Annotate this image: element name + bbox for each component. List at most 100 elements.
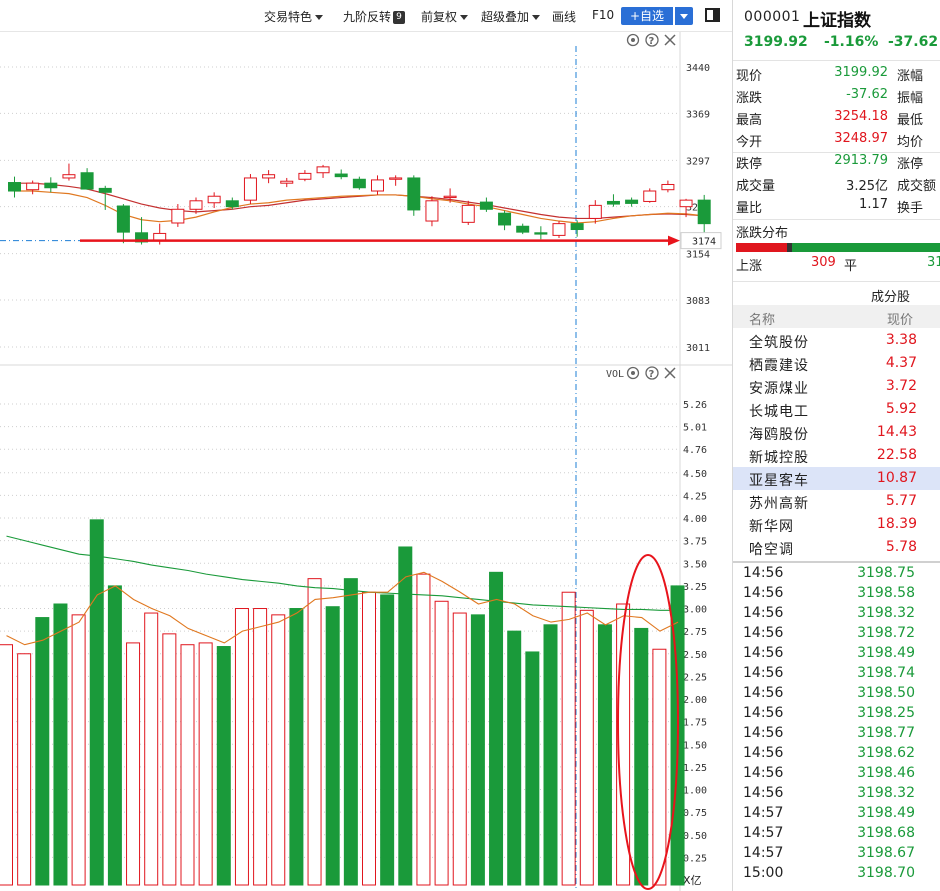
candle-body (352, 178, 366, 189)
stat-label-secondary: 换手 (897, 201, 924, 216)
constituent-name: 哈空调 (749, 542, 794, 558)
volume-bar (126, 642, 141, 886)
stat-label-secondary: 最低 (897, 113, 924, 128)
candle-body (479, 201, 493, 210)
tick-price: 3198.74 (857, 665, 915, 681)
y-tick-label: 3154 (686, 250, 710, 261)
candle-body (262, 174, 276, 179)
candle-body (643, 190, 657, 202)
y-tick-label: 2.75 (683, 627, 707, 638)
divider (733, 281, 940, 282)
toolbar-f10[interactable]: F10 (592, 8, 615, 22)
tick-time: 14:57 (743, 845, 784, 861)
annotation-arrowhead (668, 235, 680, 246)
constituent-row[interactable]: 亚星客车 10.87 (733, 467, 940, 490)
y-tick-label: 0.50 (683, 831, 707, 842)
change-amount: -37.62 (888, 34, 939, 50)
price-marker-box (680, 232, 722, 250)
candle-body (498, 212, 512, 226)
dropdown-caret-icon (532, 15, 541, 20)
tick-time: 14:56 (743, 645, 784, 661)
constituent-row[interactable]: 长城电工 5.92 (733, 398, 940, 421)
toolbar-nine-step-reversal[interactable]: 九阶反转 9 (343, 8, 406, 25)
tick-price: 3198.62 (857, 745, 915, 761)
tick-row: 14:57 3198.49 (733, 804, 940, 824)
y-tick-label: 3011 (686, 343, 710, 354)
candle-body (661, 183, 675, 191)
tick-price: 3198.49 (857, 645, 915, 661)
candle-body (606, 200, 620, 205)
y-tick-label: 3.00 (683, 605, 707, 616)
add-watchlist-button[interactable]: +自选 (621, 7, 673, 25)
y-tick-label: 1.25 (683, 763, 707, 774)
layout-toggle-icon[interactable] (705, 8, 720, 22)
volume-pane-label: VOL (606, 369, 624, 380)
volume-bar (17, 653, 32, 886)
volume-bar (107, 585, 122, 886)
candle-body (461, 204, 475, 223)
help-icon-glyph: ? (649, 36, 655, 47)
volume-bar (253, 608, 268, 886)
constituent-row[interactable]: 苏州高新 5.77 (733, 490, 940, 513)
stat-label: 跌停 (736, 157, 763, 172)
constituent-price: 4.37 (885, 355, 917, 371)
tick-time: 14:56 (743, 665, 784, 681)
constituent-row[interactable]: 全筑股份 3.38 (733, 329, 940, 352)
volume-bar (289, 608, 304, 886)
constituent-row[interactable]: 新华网 18.39 (733, 513, 940, 536)
volume-ma-long (6, 535, 679, 611)
candle-body (588, 204, 602, 219)
stat-label: 现价 (736, 69, 763, 84)
candle-body (80, 172, 94, 190)
tick-row: 14:56 3198.58 (733, 584, 940, 604)
constituent-row[interactable]: 新城控股 22.58 (733, 444, 940, 467)
volume-bar (543, 624, 558, 886)
add-watchlist-dropdown-icon[interactable] (675, 7, 693, 25)
constituent-row[interactable]: 栖霞建设 4.37 (733, 352, 940, 375)
tick-price: 3198.58 (857, 585, 915, 601)
toolbar-draw-line[interactable]: 画线 (552, 10, 577, 24)
divider (733, 152, 940, 153)
kline-chart[interactable]: 34403369329732263154308330113174?5.265.0… (0, 32, 732, 891)
constituent-price: 22.58 (876, 447, 917, 463)
constituent-name: 全筑股份 (749, 335, 809, 351)
volume-bar (362, 591, 376, 886)
y-tick-label: 3297 (686, 156, 710, 167)
candle-body (116, 205, 130, 233)
constituent-price: 5.92 (885, 401, 917, 417)
volume-bar (180, 644, 195, 886)
stat-value: -37.62 (846, 87, 888, 102)
constituent-price: 10.87 (876, 470, 917, 486)
toolbar-super-overlay[interactable]: 超级叠加 (481, 8, 541, 25)
stat-label: 成交量 (736, 179, 776, 194)
constituent-name: 栖霞建设 (749, 358, 809, 374)
constituent-row[interactable]: 安源煤业 3.72 (733, 375, 940, 398)
stat-label: 今开 (736, 135, 763, 150)
y-tick-label: 1.75 (683, 718, 707, 729)
tick-row: 14:56 3198.74 (733, 664, 940, 684)
constituent-name: 亚星客车 (749, 473, 809, 489)
volume-bar (452, 612, 467, 886)
stat-label-secondary: 成交额 (897, 179, 937, 194)
y-tick-label: 5.26 (683, 400, 707, 411)
settings-icon-center (631, 38, 635, 42)
candle-body (8, 182, 21, 192)
volume-unit-label: X亿 (683, 874, 702, 887)
toolbar-trading-features[interactable]: 交易特色 (264, 8, 324, 25)
y-tick-label: 3369 (686, 109, 710, 120)
volume-bar (162, 633, 177, 886)
toolbar-forward-adjust[interactable]: 前复权 (421, 8, 469, 25)
stat-row: 涨跌 -37.62 振幅 (733, 85, 940, 107)
stat-row: 跌停 2913.79 涨停 (733, 151, 940, 173)
candle-body (280, 180, 294, 184)
constituent-row[interactable]: 哈空调 5.78 (733, 536, 940, 559)
constituents-header: 名称 现价 (733, 305, 940, 328)
tick-price: 3198.49 (857, 805, 915, 821)
settings-icon (626, 366, 640, 380)
stat-value: 3254.18 (834, 109, 888, 124)
constituent-price: 3.72 (885, 378, 917, 394)
constituent-row[interactable]: 海鸥股份 14.43 (733, 421, 940, 444)
candle-body (44, 182, 58, 189)
volume-bar (0, 644, 13, 886)
tick-price: 3198.77 (857, 725, 915, 741)
